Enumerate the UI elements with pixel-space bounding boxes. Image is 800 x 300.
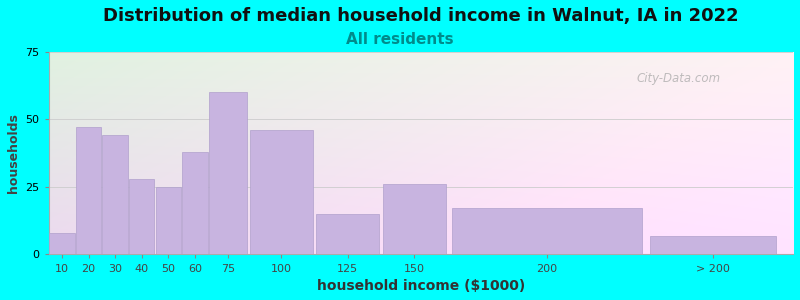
Bar — [250, 130, 313, 254]
Bar — [316, 214, 379, 254]
Text: City-Data.com: City-Data.com — [637, 72, 721, 85]
Y-axis label: households: households — [7, 113, 20, 193]
Bar — [382, 184, 446, 254]
Bar — [650, 236, 777, 254]
Bar — [50, 233, 74, 254]
Bar — [182, 152, 207, 254]
Bar — [453, 208, 642, 254]
Bar — [76, 127, 101, 254]
Bar — [102, 135, 128, 254]
Text: All residents: All residents — [346, 32, 454, 46]
X-axis label: household income ($1000): household income ($1000) — [317, 279, 525, 293]
Bar — [156, 187, 181, 254]
Title: Distribution of median household income in Walnut, IA in 2022: Distribution of median household income … — [103, 7, 738, 25]
Bar — [129, 179, 154, 254]
Bar — [209, 92, 247, 254]
